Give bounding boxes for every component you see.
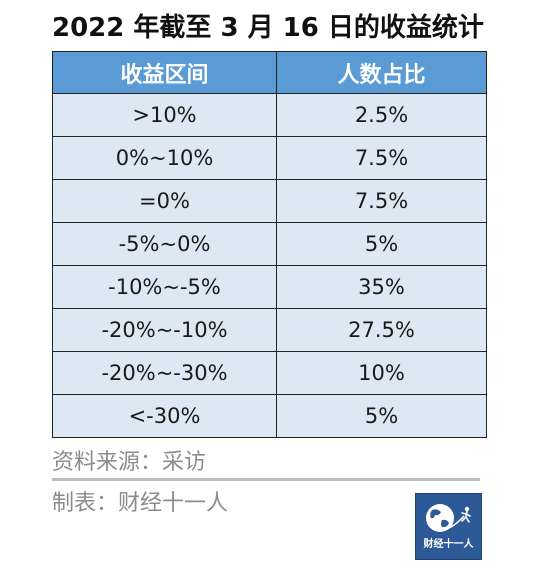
range-cell: -20%~-10%	[52, 308, 277, 352]
column-header-share: 人数占比	[276, 51, 487, 94]
share-cell: 2.5%	[276, 93, 487, 137]
table-row: -10%~-5% 35%	[52, 265, 487, 309]
table-row: 0%~10% 7.5%	[52, 136, 487, 180]
share-cell: 10%	[276, 351, 487, 395]
range-cell: <-30%	[52, 394, 277, 438]
table-row: -20%~-30% 10%	[52, 351, 487, 395]
table-row: -5%~0% 5%	[52, 222, 487, 266]
range-cell: -10%~-5%	[52, 265, 277, 309]
table-row: =0% 7.5%	[52, 179, 487, 223]
income-stats-table: 收益区间 人数占比 >10% 2.5% 0%~10% 7.5% =0% 7.5%…	[52, 51, 487, 438]
share-cell: 5%	[276, 222, 487, 266]
table-header-row: 收益区间 人数占比	[52, 51, 487, 94]
share-cell: 7.5%	[276, 136, 487, 180]
globe-runner-icon	[426, 504, 471, 532]
share-cell: 5%	[276, 394, 487, 438]
range-cell: 0%~10%	[52, 136, 277, 180]
share-cell: 27.5%	[276, 308, 487, 352]
range-cell: -20%~-30%	[52, 351, 277, 395]
maker-note: 制表：财经十一人	[52, 491, 229, 516]
logo-text: 财经十一人	[423, 539, 474, 550]
footer-divider	[52, 478, 480, 481]
brand-logo: 财经十一人	[415, 493, 482, 560]
column-header-range: 收益区间	[52, 51, 277, 94]
share-cell: 35%	[276, 265, 487, 309]
source-note: 资料来源：采访	[52, 450, 207, 475]
share-cell: 7.5%	[276, 179, 487, 223]
range-cell: =0%	[52, 179, 277, 223]
table-row: >10% 2.5%	[52, 93, 487, 137]
table-row: -20%~-10% 27.5%	[52, 308, 487, 352]
table-row: <-30% 5%	[52, 394, 487, 438]
range-cell: -5%~0%	[52, 222, 277, 266]
page-title: 2022 年截至 3 月 16 日的收益统计	[52, 13, 484, 43]
range-cell: >10%	[52, 93, 277, 137]
